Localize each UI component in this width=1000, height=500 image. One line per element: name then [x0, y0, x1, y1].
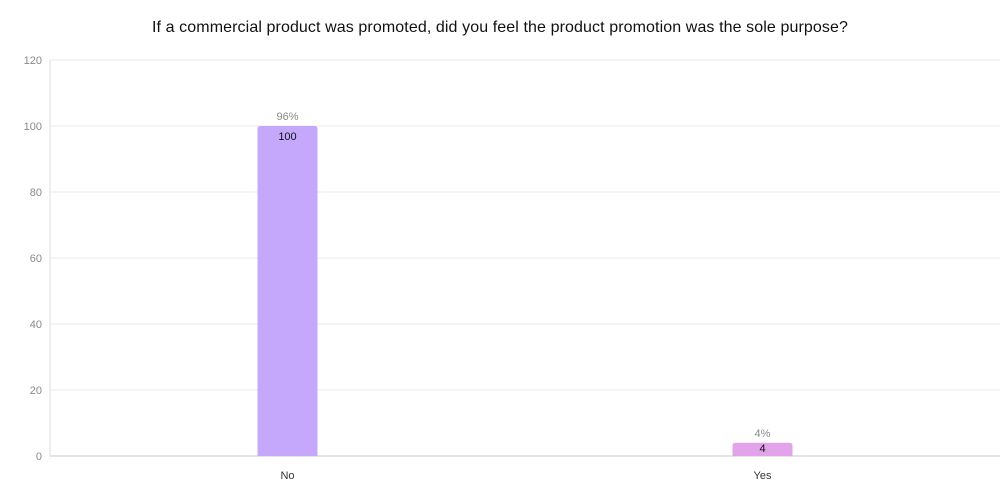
bar-percent-label: 4%	[755, 428, 771, 440]
y-tick-label: 80	[30, 187, 42, 199]
y-tick-label: 40	[30, 319, 42, 331]
y-tick-label: 0	[36, 451, 42, 463]
bar-value-label: 4	[759, 443, 765, 455]
bar-yes[interactable]	[732, 442, 793, 456]
x-tick-label: No	[280, 470, 294, 482]
grid-lines	[49, 59, 1000, 457]
y-tick-label: 100	[24, 121, 42, 133]
chart-title: If a commercial product was promoted, di…	[152, 19, 848, 36]
y-tick-label: 20	[30, 385, 42, 397]
y-tick-label: 120	[24, 55, 42, 67]
x-tick-label: Yes	[754, 470, 772, 482]
bar-no[interactable]	[257, 126, 318, 456]
y-axis-ticks: 0 20 40 60 80 100 120	[24, 55, 42, 463]
x-axis-ticks: No Yes	[280, 470, 771, 482]
y-tick-label: 60	[30, 253, 42, 265]
bars	[257, 126, 793, 456]
bar-percent-label: 96%	[276, 111, 298, 123]
bar-labels: 96% 100 4% 4	[276, 111, 770, 455]
bar-value-label: 100	[278, 131, 296, 143]
